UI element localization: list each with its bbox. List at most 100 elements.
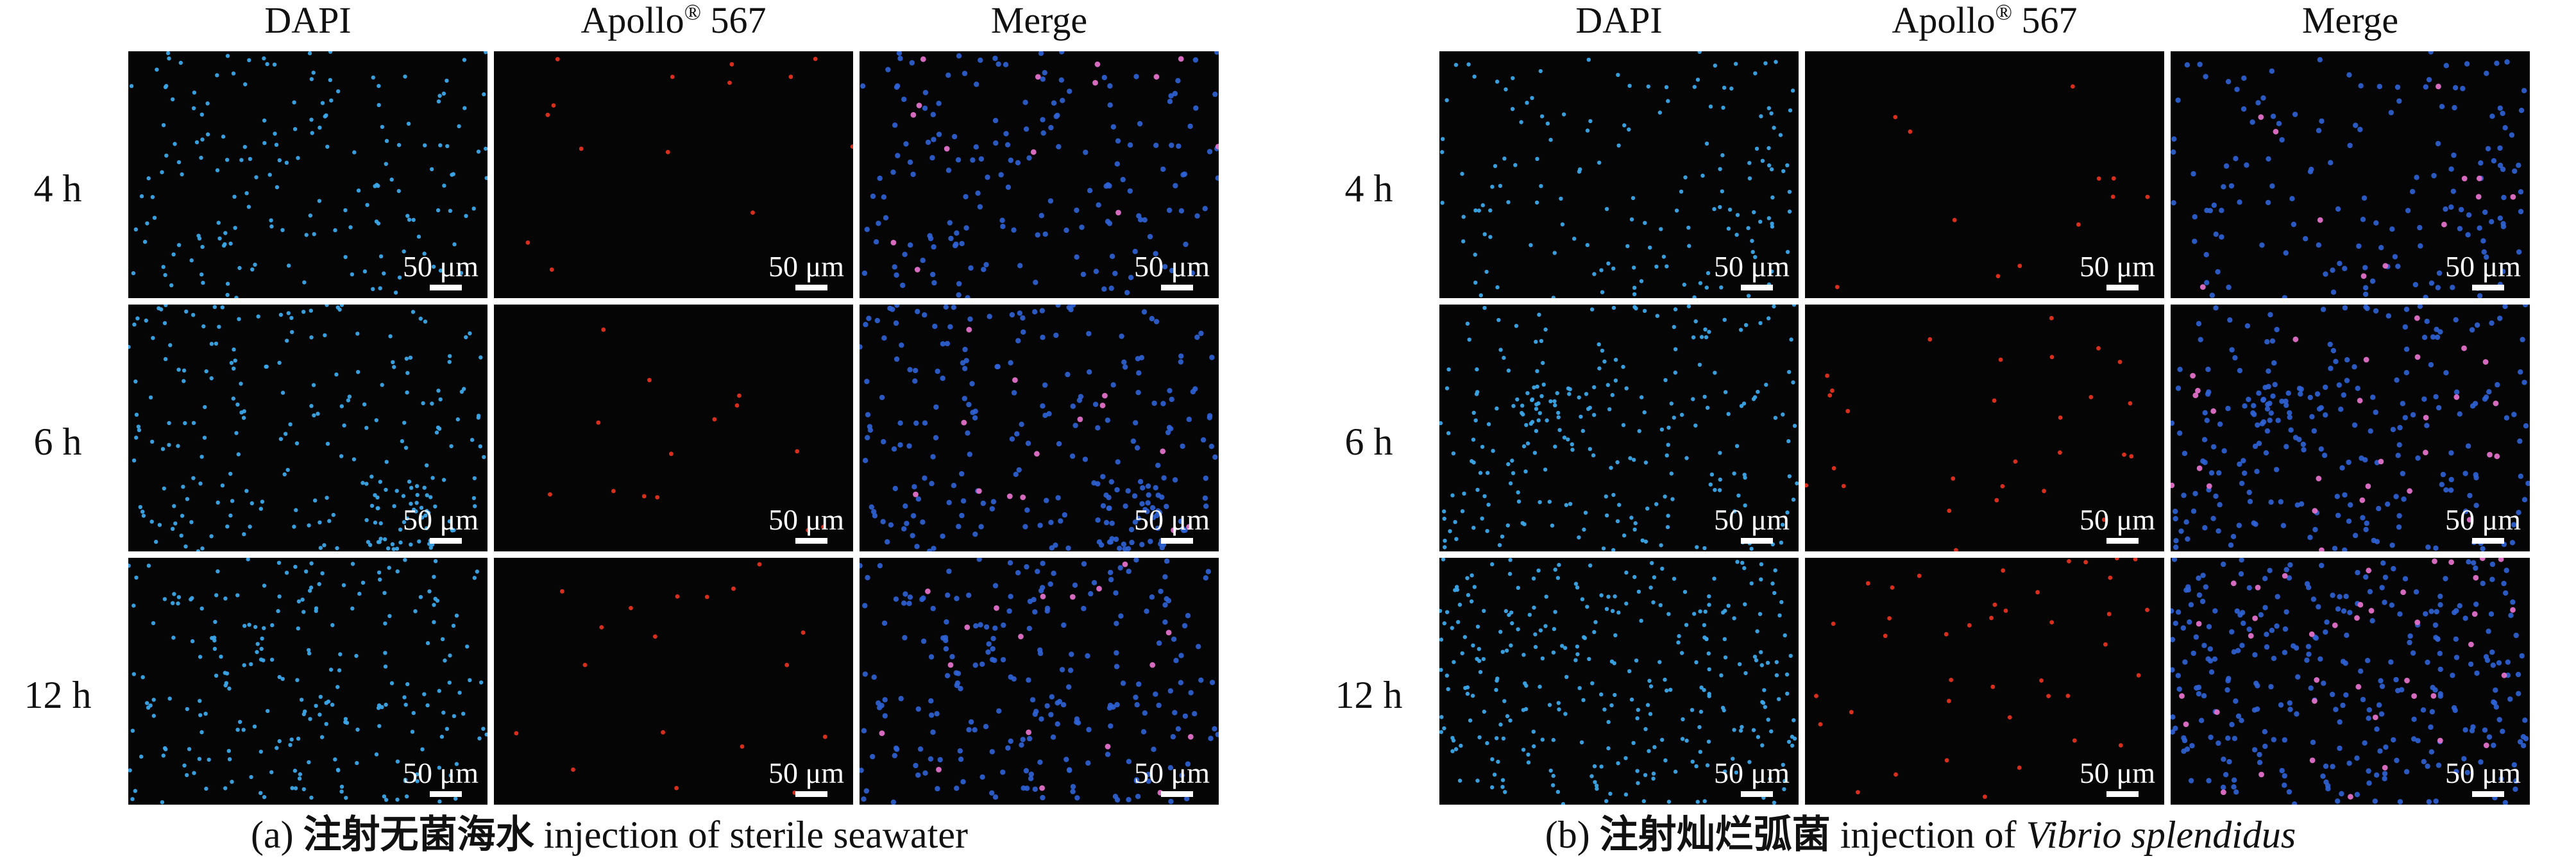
cell-dot	[2294, 711, 2300, 717]
cell-dot	[2426, 77, 2432, 83]
cell-dot	[1524, 423, 1529, 428]
cell-dot	[2145, 607, 2149, 612]
cell-dot	[243, 82, 248, 87]
cell-dot	[2268, 410, 2274, 416]
cell-dot	[2330, 592, 2335, 598]
cell-dot	[1572, 237, 1577, 241]
micrograph-apollo-4h: 50 μm	[494, 51, 853, 298]
cell-dot	[1105, 751, 1111, 757]
cell-dot	[894, 272, 899, 278]
cell-dot	[1198, 677, 1204, 683]
cell-dot	[935, 368, 940, 374]
micrograph-merge-12h: 50 μm	[860, 558, 1219, 805]
cell-dot	[1673, 307, 1678, 312]
cell-dot	[391, 547, 396, 551]
cell-dot	[1785, 691, 1790, 696]
cell-dot	[2508, 612, 2514, 618]
cell-dot	[1475, 487, 1480, 492]
cell-dot	[235, 593, 240, 598]
cell-dot	[2312, 698, 2318, 704]
cell-dot	[2403, 769, 2410, 775]
cell-dot	[2501, 194, 2507, 201]
cell-dot	[1178, 56, 1184, 62]
cell-dot	[2479, 558, 2486, 561]
cell-dot	[2518, 369, 2523, 375]
cell-dot	[2200, 458, 2206, 464]
cell-dot	[2219, 208, 2224, 214]
cell-dot	[1692, 612, 1697, 616]
cell-dot	[1153, 251, 1158, 256]
cell-dot	[1513, 163, 1518, 167]
cell-dot	[1078, 394, 1084, 399]
cell-dot	[1740, 725, 1744, 729]
cell-dot	[318, 546, 323, 550]
cell-dot	[2263, 450, 2269, 456]
cell-dot	[2007, 715, 2012, 720]
cell-dot	[231, 396, 235, 401]
cell-dot	[430, 476, 435, 480]
cell-dot	[2337, 745, 2343, 751]
cell-dot	[1788, 653, 1793, 658]
cell-dot	[1628, 456, 1632, 460]
cell-dot	[1557, 562, 1561, 567]
cell-dot	[1146, 778, 1151, 784]
cell-dot	[184, 309, 189, 314]
cell-dot	[276, 560, 282, 565]
cell-dot	[1482, 232, 1487, 237]
cell-dot	[2251, 403, 2257, 408]
cell-dot	[2183, 519, 2189, 525]
cell-dot	[2264, 644, 2270, 650]
cell-dot	[2232, 735, 2238, 741]
cell-dot	[2216, 740, 2221, 746]
cell-dot	[2458, 206, 2464, 213]
cell-dot	[2017, 766, 2022, 770]
cell-dot	[1037, 759, 1043, 765]
cell-dot	[284, 571, 289, 575]
cell-dot	[1726, 412, 1731, 416]
cell-dot	[1648, 246, 1652, 250]
cell-dot	[2516, 510, 2521, 515]
cell-dot	[2230, 533, 2237, 539]
cell-dot	[189, 597, 193, 602]
cell-dot	[981, 267, 987, 272]
cell-dot	[1761, 701, 1766, 705]
cell-dot	[1597, 160, 1602, 165]
cell-dot	[2258, 612, 2264, 618]
cell-dot	[2440, 471, 2446, 478]
cell-dot	[990, 635, 996, 642]
cell-dot	[1613, 594, 1617, 599]
cell-dot	[1615, 460, 1620, 465]
cell-dot	[1480, 444, 1485, 449]
cell-dot	[223, 596, 228, 601]
cell-dot	[2468, 641, 2474, 648]
cell-dot	[1550, 523, 1555, 528]
cell-dot	[1079, 224, 1085, 230]
cell-dot	[2239, 717, 2244, 723]
cell-dot	[960, 779, 966, 785]
cell-dot	[1139, 355, 1145, 360]
cell-dot	[1443, 545, 1447, 549]
cell-dot	[952, 242, 958, 249]
cell-dot	[1506, 200, 1511, 205]
cell-dot	[1654, 264, 1659, 269]
cell-dot	[2366, 716, 2371, 721]
cell-dot	[1186, 524, 1192, 530]
cell-dot	[2491, 700, 2498, 706]
cell-dot	[249, 662, 253, 667]
cell-dot	[302, 280, 307, 285]
cell-dot	[1532, 385, 1536, 390]
cell-dot	[2493, 704, 2499, 710]
cell-dot	[2360, 515, 2366, 521]
cell-dot	[1564, 503, 1568, 507]
cell-dot	[173, 521, 178, 526]
cell-dot	[1679, 651, 1684, 655]
cell-dot	[216, 569, 220, 574]
cell-dot	[1480, 203, 1485, 208]
cell-dot	[1140, 729, 1147, 735]
cell-dot	[1694, 764, 1699, 769]
cell-dot	[1086, 726, 1092, 733]
cell-dot	[892, 264, 897, 270]
cell-dot	[1085, 760, 1091, 766]
cell-dot	[2389, 226, 2395, 232]
cell-dot	[2337, 594, 2343, 599]
